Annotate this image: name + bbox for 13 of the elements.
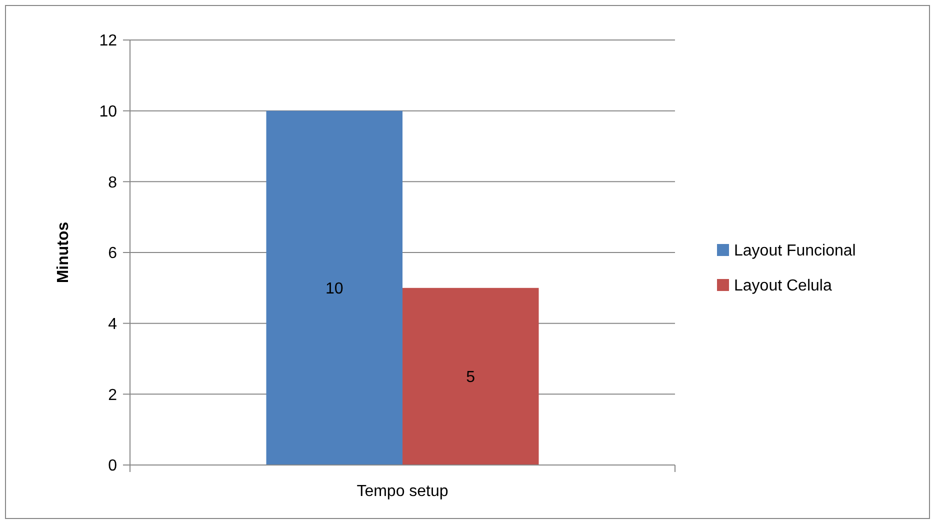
y-axis-title: Minutos — [55, 222, 72, 284]
y-tick-label: 10 — [99, 103, 118, 120]
x-tick-label: Tempo setup — [356, 483, 448, 500]
data-label: 10 — [325, 280, 344, 298]
y-tick-label: 0 — [108, 458, 118, 475]
y-tick-label: 12 — [99, 32, 118, 50]
data-label: 5 — [466, 369, 476, 386]
y-tick-label: 6 — [108, 245, 118, 262]
y-tick-label: 2 — [108, 386, 118, 404]
legend-label: Layout Funcional — [734, 242, 856, 260]
y-tick-label: 8 — [108, 174, 118, 192]
legend-label: Layout Celula — [734, 278, 832, 295]
y-tick-label: 4 — [108, 316, 118, 333]
